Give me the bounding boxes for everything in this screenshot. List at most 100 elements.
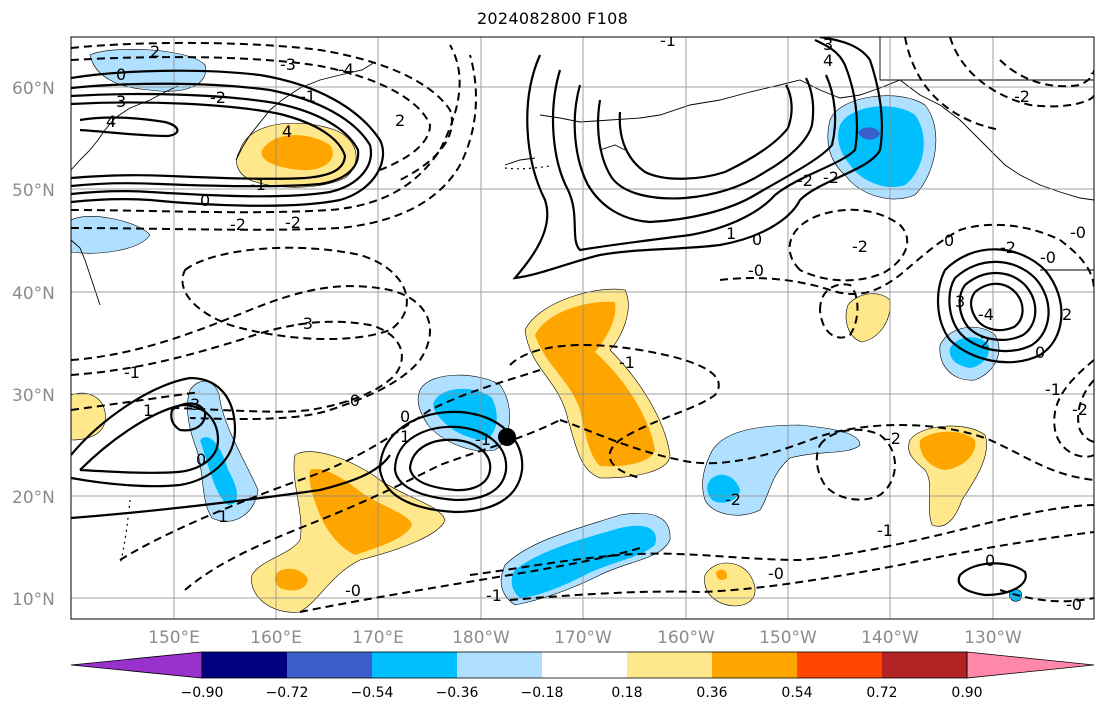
- colorbar-frame: [201, 651, 968, 679]
- lat-label: 10°N: [12, 590, 55, 610]
- contour-label: -0: [344, 391, 360, 410]
- contour-label: 3: [116, 92, 126, 111]
- plot-frame: [70, 36, 1095, 620]
- colorbar-tick: −0.36: [436, 685, 479, 701]
- contour-label: 0: [1035, 343, 1045, 362]
- contour-label: 2: [1062, 305, 1072, 324]
- colorbar-tick: 0.72: [866, 685, 897, 701]
- colorbar-tick: −0.18: [521, 685, 564, 701]
- colorbar-tick: 0.90: [951, 685, 982, 701]
- lat-label: 60°N: [12, 79, 55, 99]
- contour-label: 0: [944, 231, 954, 250]
- colorbar: −0.90 −0.72 −0.54 −0.36 −0.18 0.18 0.36 …: [70, 651, 1095, 701]
- contour-label: -1: [486, 586, 502, 605]
- contour-label: 4: [106, 112, 116, 131]
- colorbar-extend-low: [70, 651, 203, 679]
- contour-label: 3: [190, 395, 200, 414]
- colorbar-tick: 0.36: [696, 685, 727, 701]
- colorbar-segment: [882, 652, 967, 678]
- contour-label: -2: [285, 213, 301, 232]
- contour-label: -2: [230, 215, 246, 234]
- contour-label: -0: [345, 581, 361, 600]
- contour-label: 1: [400, 427, 410, 446]
- contour-labels: 2 0 3 4 -3 -4 -2 4 -1 0 -2 -2 -3 -1 1 3 …: [106, 31, 1105, 614]
- contour-label: -0: [1066, 595, 1082, 614]
- contour-label: -1: [300, 87, 316, 106]
- contour-label: -2: [885, 429, 901, 448]
- contour-label: 1: [726, 224, 736, 243]
- contour-label: 4: [282, 122, 292, 141]
- latitude-labels: 60°N 50°N 40°N 30°N 20°N 10°N: [12, 79, 55, 610]
- colorbar-tick: 0.18: [611, 685, 642, 701]
- contour-label: -1: [877, 521, 893, 540]
- lon-label: 160°W: [657, 628, 715, 648]
- contour-label: -2: [1014, 87, 1030, 106]
- contour-label: -4: [978, 305, 994, 324]
- lon-label: 150°E: [148, 628, 200, 648]
- contour-label: -2: [797, 171, 813, 190]
- lon-label: 180°W: [452, 628, 510, 648]
- contour-label: 0: [752, 230, 762, 249]
- colorbar-segment: [797, 652, 882, 678]
- contour-label: 0: [196, 450, 206, 469]
- contour-label: -1: [250, 175, 266, 194]
- longitude-labels: 150°E 160°E 170°E 180°W 170°W 160°W 150°…: [148, 628, 1022, 648]
- contour-label: -1: [124, 363, 140, 382]
- contour-label: -1: [619, 353, 635, 372]
- contour-label: -2: [823, 168, 839, 187]
- dashed-contours: [71, 37, 1094, 613]
- contour-label: 0: [400, 407, 410, 426]
- lat-label: 30°N: [12, 386, 55, 406]
- lon-label: 170°W: [554, 628, 612, 648]
- colorbar-extend-high: [966, 651, 1095, 679]
- contour-label: -2: [1072, 400, 1088, 419]
- colorbar-segment: [202, 652, 287, 678]
- gridlines: [71, 37, 1094, 619]
- lon-label: 140°W: [861, 628, 919, 648]
- map-plot-area: 2 0 3 4 -3 -4 -2 4 -1 0 -2 -2 -3 -1 1 3 …: [71, 31, 1105, 619]
- lon-label: 170°E: [352, 628, 404, 648]
- contour-label: -1: [1045, 380, 1061, 399]
- contour-label: -2: [1000, 238, 1016, 257]
- colorbar-segment: [627, 652, 712, 678]
- colorbar-tick: 0.54: [781, 685, 812, 701]
- contour-label: 2: [150, 42, 160, 61]
- colorbar-segment: [372, 652, 457, 678]
- colorbar-segment: [542, 652, 627, 678]
- contour-label: -4: [338, 60, 354, 79]
- contour-label: 1: [218, 507, 228, 526]
- contour-label: -3: [280, 55, 296, 74]
- contour-label: 1: [143, 401, 153, 420]
- lon-label: 160°E: [250, 628, 302, 648]
- colorbar-tick: −0.54: [351, 685, 394, 701]
- colorbar-segment: [712, 652, 797, 678]
- track-point-marker: [498, 428, 516, 446]
- contour-label: 0: [200, 191, 210, 210]
- contour-label: -1: [475, 430, 491, 449]
- lon-label: 130°W: [964, 628, 1022, 648]
- contour-label: 3: [955, 292, 965, 311]
- lat-label: 40°N: [12, 284, 55, 304]
- contour-label: 0: [985, 551, 995, 570]
- contour-label: -2: [725, 490, 741, 509]
- contour-label: 4: [823, 51, 833, 70]
- contour-label: -1: [660, 31, 676, 50]
- colorbar-tick: −0.90: [181, 685, 224, 701]
- contour-label: -0: [1040, 248, 1056, 267]
- contour-label: 2: [980, 333, 990, 352]
- contour-label: 2: [395, 111, 405, 130]
- colorbar-tick: −0.72: [266, 685, 309, 701]
- contour-label: 0: [116, 65, 126, 84]
- map-title: 2024082800 F108: [476, 9, 629, 28]
- contour-label: -3: [1090, 63, 1105, 82]
- colorbar-segment: [457, 652, 542, 678]
- contour-label: -3: [297, 314, 313, 333]
- contour-label: -2: [852, 237, 868, 256]
- lon-label: 150°W: [759, 628, 817, 648]
- colorbar-tick-labels: −0.90 −0.72 −0.54 −0.36 −0.18 0.18 0.36 …: [181, 685, 983, 701]
- contour-label: 3: [823, 35, 833, 54]
- contour-label: -2: [210, 88, 226, 107]
- colorbar-segment: [287, 652, 372, 678]
- lat-label: 20°N: [12, 488, 55, 508]
